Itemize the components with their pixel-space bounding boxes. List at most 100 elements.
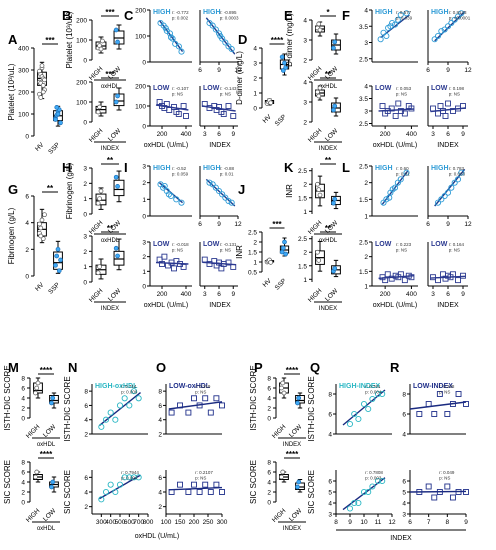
x-tick-label: 500 <box>115 519 126 526</box>
data-point <box>394 16 401 23</box>
group-label: INDEX <box>283 442 301 448</box>
category-label: HIGH <box>307 219 324 236</box>
y-tick-label: 3 <box>303 100 307 107</box>
data-point <box>460 103 466 109</box>
correlation-stats: p: 0.002 <box>172 16 189 21</box>
data-point <box>332 266 338 271</box>
y-tick-label: 2 <box>83 181 87 188</box>
data-point <box>53 117 58 122</box>
y-tick-label: 2 <box>25 247 29 254</box>
data-point <box>228 45 235 53</box>
category-label: HIGH <box>271 507 288 524</box>
data-point <box>202 395 209 402</box>
data-point <box>316 21 322 27</box>
y-tick-label: 200 <box>135 84 146 91</box>
data-point <box>435 110 441 117</box>
y-tick-label: 1 <box>83 264 87 271</box>
y-tick-label: 6 <box>158 475 162 482</box>
y-tick-label: 4 <box>253 46 257 53</box>
data-point <box>365 405 372 413</box>
data-point <box>441 192 448 200</box>
data-point <box>202 481 209 488</box>
data-point <box>388 105 395 112</box>
data-point <box>130 388 138 395</box>
data-point <box>107 409 114 416</box>
significance-stars: *** <box>272 220 282 229</box>
y-tick-label: 2 <box>253 76 257 83</box>
correlation-stats: r: 0.7808 <box>365 470 383 475</box>
data-point <box>416 411 423 417</box>
data-point <box>58 257 63 263</box>
data-point <box>391 21 399 28</box>
data-point <box>160 184 167 191</box>
y-axis-label: INR <box>285 184 294 198</box>
y-tick-label: 4 <box>328 501 332 508</box>
data-point <box>102 416 110 423</box>
data-point <box>168 409 175 416</box>
data-point <box>115 39 120 45</box>
x-tick-label: 200 <box>157 291 168 298</box>
box <box>113 250 125 266</box>
x-tick-label: 6 <box>446 131 450 138</box>
data-point <box>115 184 120 189</box>
y-tick-label: 3 <box>364 40 368 47</box>
panel-label: H <box>62 160 71 175</box>
data-point <box>451 16 458 23</box>
y-tick-label: 4 <box>158 417 162 424</box>
data-point <box>408 274 415 281</box>
data-point <box>436 489 443 495</box>
y-tick-label: 8 <box>267 376 271 383</box>
data-point <box>196 489 203 495</box>
data-point <box>183 113 189 119</box>
data-point <box>222 39 229 46</box>
data-point <box>42 77 47 83</box>
y-tick-label: 100 <box>76 38 87 45</box>
y-tick-label: 4 <box>364 8 368 15</box>
regression-line <box>155 104 189 111</box>
data-point <box>332 103 338 109</box>
x-tick-label: 300 <box>96 519 107 526</box>
correlation-stats: p: 0.0003 <box>220 16 239 21</box>
panel-label: K <box>284 160 294 175</box>
y-tick-label: 6 <box>21 470 25 477</box>
x-tick-label: 12 <box>388 519 396 526</box>
x-tick-label: 6 <box>198 67 202 74</box>
data-point <box>33 474 38 480</box>
data-point <box>161 253 168 260</box>
data-point <box>163 101 170 107</box>
data-point <box>116 402 124 409</box>
data-point <box>436 391 443 397</box>
y-tick-label: 3.5 <box>359 96 368 103</box>
correlation-stats: p: 0.004 <box>121 476 138 481</box>
y-tick-label: 100 <box>76 100 87 107</box>
data-point <box>169 35 176 42</box>
correlation-stats: r: 0.319 <box>195 384 211 389</box>
y-tick-label: 3 <box>142 164 146 171</box>
y-tick-label: 2 <box>364 180 368 187</box>
correlation-stats: p: 0.01 <box>396 172 410 177</box>
data-point <box>280 245 286 251</box>
data-point <box>392 113 399 119</box>
data-point <box>161 182 168 190</box>
data-point <box>39 63 45 68</box>
regression-line <box>168 486 223 491</box>
y-tick-label: 4 <box>303 80 307 87</box>
data-point <box>215 187 223 195</box>
data-point <box>444 411 451 417</box>
y-tick-label: 3 <box>83 234 87 241</box>
data-point <box>397 11 404 18</box>
group-label: oxHDL <box>319 84 338 90</box>
data-point <box>102 488 110 496</box>
panel-label: P <box>254 360 263 375</box>
y-tick-label: 4 <box>21 396 25 403</box>
data-point <box>201 101 208 107</box>
data-point <box>107 481 114 488</box>
data-point <box>425 401 432 407</box>
y-axis-label: Fibrinogen (g/L) <box>65 162 74 219</box>
y-tick-label: 1 <box>83 196 87 203</box>
data-point <box>331 200 336 206</box>
data-point <box>295 484 300 490</box>
panel-label: Q <box>310 360 320 375</box>
subgroup-tag: HIGH <box>431 9 449 16</box>
correlation-stats: r: 0.049 <box>439 470 455 475</box>
